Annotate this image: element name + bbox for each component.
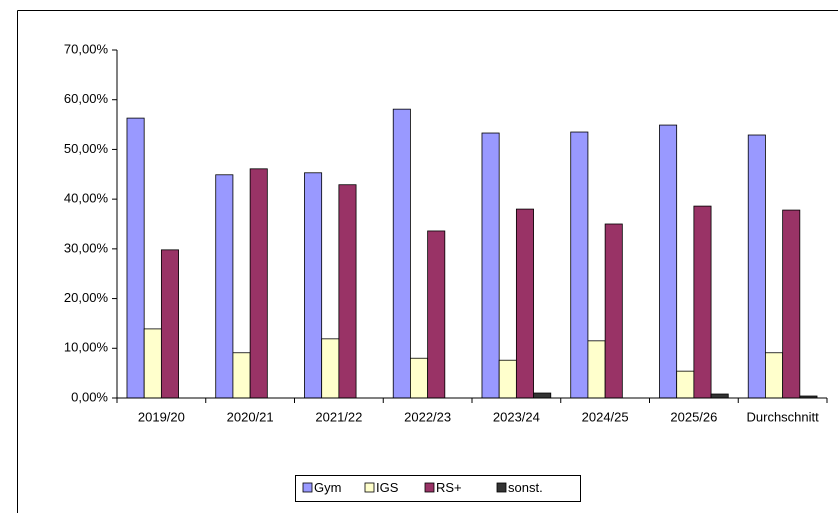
- bar: [570, 131, 589, 399]
- legend-swatch: [364, 482, 375, 493]
- y-tick-label: 10,00%: [64, 340, 109, 355]
- bar: [321, 338, 340, 399]
- x-tick-label: 2025/26: [670, 409, 717, 424]
- legend-label: Gym: [314, 480, 341, 495]
- legend-label: IGS: [376, 480, 399, 495]
- bar: [392, 108, 411, 399]
- y-tick-label: 0,00%: [71, 389, 108, 404]
- x-tick-label: Durchschnitt: [747, 409, 820, 424]
- bar: [143, 328, 162, 399]
- bar: [160, 249, 179, 399]
- bar: [232, 352, 251, 399]
- y-tick-label: 20,00%: [64, 290, 109, 305]
- bar: [249, 168, 268, 399]
- x-tick-label: 2019/20: [138, 409, 185, 424]
- y-tick-label: 70,00%: [64, 41, 109, 56]
- bar: [676, 370, 695, 399]
- y-tick-label: 30,00%: [64, 240, 109, 255]
- bar: [693, 205, 712, 399]
- bar: [427, 230, 446, 399]
- y-tick-label: 50,00%: [64, 141, 109, 156]
- bar: [604, 223, 623, 399]
- legend-label: sonst.: [508, 480, 543, 495]
- bar: [410, 357, 429, 399]
- legend-label: RS+: [436, 480, 462, 495]
- legend-box: [295, 475, 581, 502]
- bar: [765, 352, 784, 399]
- bar: [338, 184, 357, 399]
- x-tick-label: 2022/23: [404, 409, 451, 424]
- bar: [747, 134, 766, 399]
- bar: [304, 172, 323, 399]
- x-tick-label: 2021/22: [315, 409, 362, 424]
- bar: [481, 132, 500, 399]
- bar: [215, 174, 234, 399]
- bar: [659, 124, 678, 399]
- legend-swatch: [302, 482, 313, 493]
- bar: [498, 359, 517, 399]
- bar: [587, 340, 606, 399]
- bar: [533, 392, 552, 399]
- bar: [126, 117, 145, 399]
- x-tick-label: 2023/24: [493, 409, 540, 424]
- bar: [710, 393, 729, 399]
- bar: [782, 209, 801, 399]
- x-tick-label: 2024/25: [582, 409, 629, 424]
- bar: [515, 208, 534, 399]
- y-tick-label: 40,00%: [64, 191, 109, 206]
- legend-swatch: [496, 482, 507, 493]
- legend-swatch: [424, 482, 435, 493]
- y-tick-label: 60,00%: [64, 91, 109, 106]
- x-tick-label: 2020/21: [227, 409, 274, 424]
